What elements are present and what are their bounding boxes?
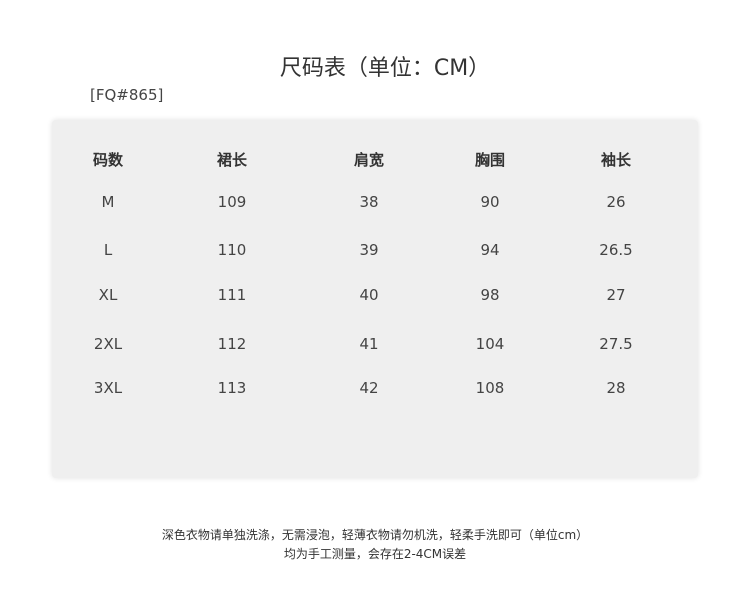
table-cell: M bbox=[101, 193, 115, 211]
product-code: [FQ#865] bbox=[90, 86, 164, 104]
page-title: 尺码表（单位：CM） bbox=[279, 56, 491, 81]
table-cell: 110 bbox=[217, 241, 247, 259]
table-cell: 26 bbox=[606, 193, 626, 211]
table-cell: 41 bbox=[359, 335, 379, 353]
table-cell: 40 bbox=[359, 286, 379, 304]
table-cell: 98 bbox=[480, 286, 500, 304]
care-note: 深色衣物请单独洗涤，无需浸泡，轻薄衣物请勿机洗，轻柔手洗即可（单位cm） bbox=[161, 528, 589, 542]
table-cell: 94 bbox=[480, 241, 500, 259]
table-cell: 108 bbox=[475, 379, 505, 397]
measure-note: 均为手工测量，会存在2-4CM误差 bbox=[283, 547, 467, 561]
table-header-cell: 码数 bbox=[92, 151, 123, 169]
table-header-cell: 裙长 bbox=[216, 151, 247, 169]
table-cell: 109 bbox=[217, 193, 247, 211]
table-header-cell: 袖长 bbox=[600, 151, 631, 169]
table-cell: 38 bbox=[359, 193, 379, 211]
table-header-cell: 胸围 bbox=[474, 151, 505, 169]
table-cell: XL bbox=[98, 286, 118, 304]
table-cell: 104 bbox=[475, 335, 505, 353]
table-cell: 27 bbox=[606, 286, 626, 304]
table-cell: L bbox=[103, 241, 113, 259]
table-header-cell: 肩宽 bbox=[353, 151, 384, 169]
table-cell: 111 bbox=[217, 286, 247, 304]
table-cell: 42 bbox=[359, 379, 379, 397]
table-cell: 39 bbox=[359, 241, 379, 259]
size-table: 码数 裙长 肩宽 胸围 袖长 M 109 38 90 26 L 110 39 94 26.5 XL 111 40 9… bbox=[52, 120, 698, 478]
table-cell: 2XL bbox=[93, 335, 123, 353]
table-cell: 90 bbox=[480, 193, 500, 211]
table-cell: 28 bbox=[606, 379, 626, 397]
table-cell: 3XL bbox=[93, 379, 123, 397]
table-cell: 112 bbox=[217, 335, 247, 353]
table-cell: 26.5 bbox=[599, 241, 633, 259]
table-cell: 27.5 bbox=[599, 335, 633, 353]
table-cell: 113 bbox=[217, 379, 247, 397]
